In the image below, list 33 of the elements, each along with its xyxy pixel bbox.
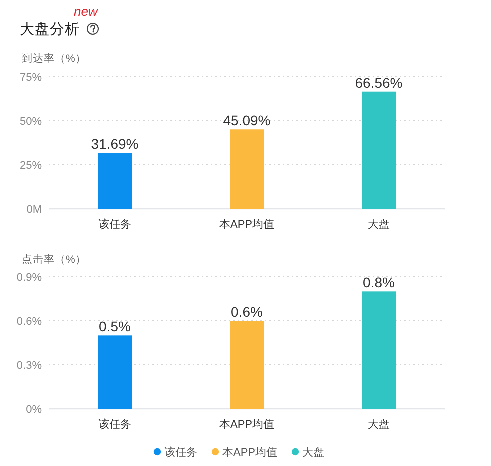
y-tick-label: 0.3%: [16, 360, 42, 372]
legend-item: 大盘: [292, 447, 324, 459]
y-axis-title: 到达率（%）: [22, 52, 86, 65]
x-tick-label: 该任务: [98, 218, 132, 231]
x-tick-label: 该任务: [98, 418, 132, 431]
legend-item: 本APP均值: [212, 447, 278, 459]
text: new: [74, 4, 100, 19]
data-label: 0.6%: [231, 304, 263, 320]
legend-label: 该任务: [164, 446, 198, 459]
data-label: 66.56%: [355, 74, 403, 91]
y-tick-label: 50%: [20, 116, 42, 128]
y-tick-label: 75%: [20, 72, 42, 84]
data-label: 0.8%: [363, 274, 395, 291]
chart-title: 大盘分析: [20, 21, 80, 38]
y-tick-label: 0.6%: [16, 316, 42, 328]
legend-label: 本APP均值: [222, 446, 278, 459]
x-tick-label: 本APP均值: [219, 218, 275, 231]
bar: [230, 130, 264, 209]
x-tick-label: 大盘: [368, 418, 390, 431]
y-tick-label: 0M: [26, 204, 42, 216]
y-axis-title: 点击率（%）: [22, 253, 86, 266]
bar: [98, 153, 132, 209]
legend-item: 该任务: [154, 447, 198, 459]
y-tick-label: 0.9%: [16, 272, 42, 284]
y-tick-label: 25%: [20, 160, 42, 172]
data-label: 0.5%: [99, 318, 131, 335]
y-tick-label: 0%: [26, 404, 42, 416]
bar: [362, 92, 396, 209]
x-tick-label: 本APP均值: [219, 418, 275, 431]
x-tick-label: 大盘: [368, 218, 390, 231]
data-label: 45.09%: [223, 112, 271, 129]
data-label: 31.69%: [91, 136, 139, 152]
legend-label: 大盘: [302, 446, 325, 459]
